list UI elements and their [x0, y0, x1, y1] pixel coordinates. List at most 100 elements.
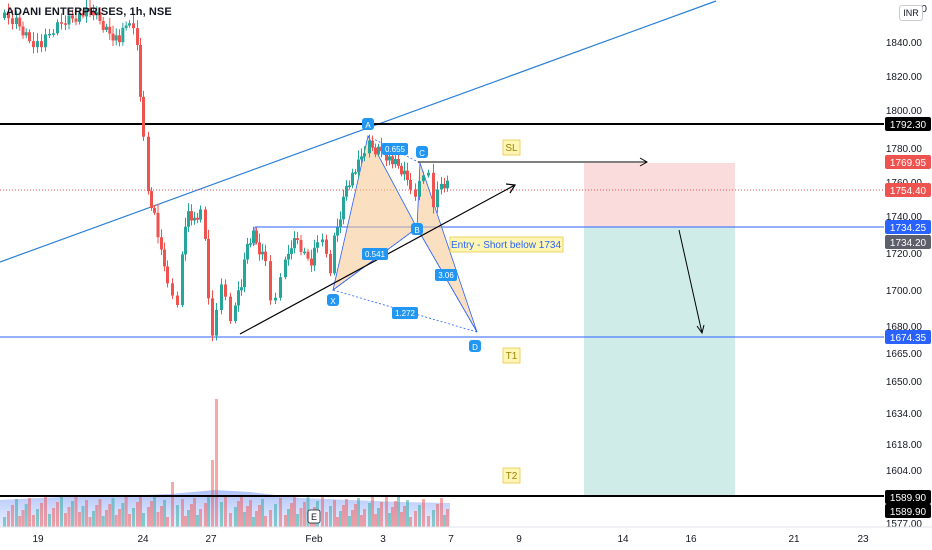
- volume-bar: [440, 498, 443, 527]
- candle: [316, 235, 319, 253]
- candle: [28, 29, 31, 44]
- volume-bar: [11, 505, 14, 527]
- price-tick-label: 1720.00: [886, 249, 923, 260]
- trend-arrow-head: [505, 183, 517, 194]
- volume-bar: [403, 506, 406, 527]
- point-d-marker[interactable]: D: [469, 340, 481, 352]
- volume-bar: [432, 510, 435, 527]
- t2-label[interactable]: T2: [502, 467, 521, 484]
- time-axis[interactable]: 19 24 27 Feb 3 7 9 14 16 21 23: [0, 526, 932, 550]
- price-tick-label: 1604.00: [886, 466, 923, 477]
- volume-bar: [160, 506, 163, 527]
- svg-text:1734.25: 1734.25: [890, 223, 927, 234]
- candle: [246, 237, 249, 264]
- candle: [336, 218, 339, 242]
- candle: [88, 0, 92, 18]
- candle: [7, 3, 10, 25]
- price-tag: 1792.30: [885, 117, 931, 131]
- candle: [354, 169, 357, 175]
- candle: [187, 203, 190, 233]
- price-tick-label: 1650.00: [886, 377, 923, 388]
- volume-bar: [118, 509, 121, 527]
- volume-bar: [290, 503, 293, 527]
- point-a-marker[interactable]: A: [362, 118, 374, 130]
- volume-bar: [64, 513, 67, 527]
- candle: [303, 247, 306, 255]
- volume-bar: [196, 515, 199, 527]
- candle: [150, 187, 153, 211]
- price-tick-label: 1665.00: [886, 349, 923, 360]
- candle: [249, 238, 252, 248]
- t1-label[interactable]: T1: [502, 347, 521, 364]
- trend-line-upper[interactable]: [0, 0, 717, 263]
- volume-bar: [190, 504, 193, 527]
- target-arrow-line[interactable]: [678, 229, 703, 334]
- price-tick-label: 1800.00: [886, 106, 923, 117]
- sl-label[interactable]: SL: [502, 139, 521, 156]
- price-tag: 1734.20: [885, 235, 931, 249]
- svg-text:C: C: [419, 149, 425, 158]
- volume-bar: [74, 495, 78, 527]
- target-zone[interactable]: [584, 227, 735, 496]
- candle: [190, 204, 193, 226]
- volume-bar: [88, 517, 92, 527]
- candle: [274, 292, 277, 304]
- earnings-marker[interactable]: E: [307, 509, 321, 524]
- svg-text:A: A: [365, 121, 371, 130]
- candle: [67, 8, 71, 30]
- price-tag: 1589.90: [885, 504, 931, 518]
- symbol-title[interactable]: ADANI ENTERPRISES, 1h, NSE: [6, 6, 172, 18]
- volume-bar: [303, 502, 306, 527]
- price-axis[interactable]: 1840.001820.001800.001780.001760.001740.…: [884, 0, 932, 530]
- volume-bar: [333, 500, 336, 527]
- candle: [287, 244, 290, 266]
- volume-bar: [111, 498, 115, 527]
- volume-bar: [7, 511, 10, 527]
- volume-bar: [345, 499, 348, 527]
- point-c-marker[interactable]: C: [416, 146, 428, 158]
- time-label: 16: [685, 534, 697, 545]
- volume-bar: [78, 512, 81, 527]
- volume-bar: [234, 507, 237, 527]
- point-b-marker[interactable]: B: [411, 223, 423, 235]
- volume-bar: [377, 508, 380, 527]
- volume-bar: [252, 517, 255, 527]
- point-x-marker[interactable]: X: [327, 294, 339, 306]
- volume-bar: [32, 515, 35, 527]
- volume-bar: [121, 503, 125, 527]
- volume-bar: [443, 515, 446, 527]
- volume-bar: [114, 515, 118, 527]
- candle: [414, 183, 417, 201]
- candle: [124, 21, 128, 31]
- candle: [363, 146, 366, 162]
- currency-button[interactable]: INR: [899, 5, 923, 21]
- volume-bar: [224, 496, 227, 527]
- candle: [160, 229, 163, 256]
- ratio-label-xb: 0.541: [362, 248, 388, 260]
- entry-annotation[interactable]: Entry - Short below 1734: [449, 236, 564, 253]
- volume-bar: [427, 516, 430, 527]
- volume-bar: [394, 501, 397, 527]
- time-label: 24: [137, 534, 149, 545]
- volume-bar: [211, 460, 214, 527]
- stop-loss-zone[interactable]: [584, 163, 735, 227]
- volume-bar: [52, 508, 55, 527]
- volume-bar: [293, 497, 296, 527]
- volume-bar: [360, 515, 363, 527]
- candle: [342, 189, 345, 225]
- candle: [264, 244, 267, 266]
- volume-bar: [400, 512, 403, 527]
- candle: [95, 6, 99, 20]
- candle: [211, 290, 214, 342]
- volume-bar: [261, 499, 264, 527]
- candle: [196, 212, 199, 224]
- candle: [351, 168, 354, 189]
- candle: [240, 279, 243, 296]
- volume-bar: [81, 506, 85, 527]
- svg-text:T2: T2: [506, 471, 518, 482]
- candle: [255, 227, 258, 245]
- candle: [234, 302, 237, 324]
- volume-bars: [0, 399, 450, 527]
